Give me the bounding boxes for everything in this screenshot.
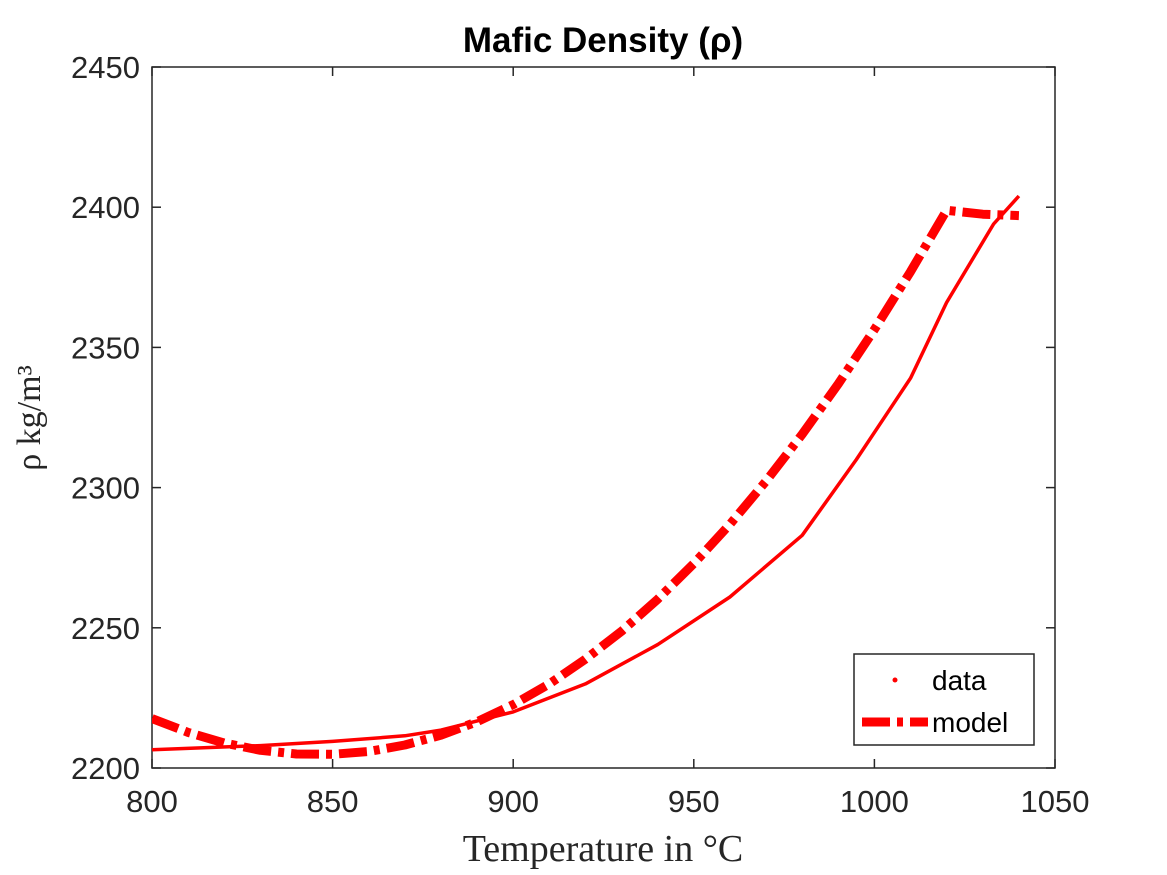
x-tick-label: 900 (487, 784, 539, 819)
legend-entry-data: data (932, 665, 987, 696)
legend-data-marker (892, 677, 898, 683)
chart-title: Mafic Density (ρ) (463, 21, 743, 60)
legend-box (853, 653, 1035, 746)
x-axis-label: Temperature in °C (463, 828, 744, 870)
axes-box (151, 66, 1056, 769)
y-axis-label: ρ kg/m³ (11, 365, 48, 471)
x-tick-label: 1050 (1021, 784, 1090, 819)
x-tick-label: 800 (126, 784, 178, 819)
y-tick-label: 2350 (71, 330, 140, 365)
x-tick-label: 850 (307, 784, 359, 819)
y-tick-label: 2300 (71, 471, 140, 506)
x-tick-label: 950 (668, 784, 720, 819)
y-tick-label: 2250 (71, 611, 140, 646)
y-tick-label: 2200 (71, 751, 140, 786)
legend-entry-model: model (932, 707, 1008, 738)
y-tick-label: 2400 (71, 190, 140, 225)
series-model-line (152, 205, 1020, 759)
x-tick-label: 1000 (840, 784, 909, 819)
series-data-line (152, 194, 1021, 752)
y-tick-label: 2450 (71, 50, 140, 85)
plot-area: 800 850 900 950 1000 1050 2200 2250 2300 2350 2400… (71, 50, 1089, 819)
legend: data model (853, 653, 1035, 746)
